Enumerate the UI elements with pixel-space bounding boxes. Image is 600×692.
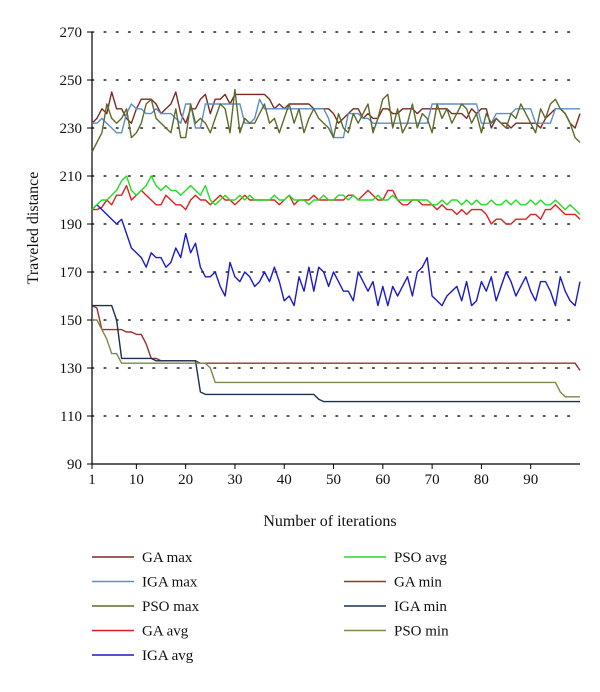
legend-item-iga-min: IGA min xyxy=(344,599,447,615)
legend-label: GA avg xyxy=(142,624,189,640)
series-line-pso-min xyxy=(92,319,580,398)
y-tick-label: 130 xyxy=(60,361,83,377)
legend-label: PSO min xyxy=(394,624,449,640)
legend: GA max IGA max PSO max GA avg IGA avg PSO avg… xyxy=(92,550,449,664)
series-line-ga-avg xyxy=(92,184,581,225)
x-tick-label: 90 xyxy=(523,472,538,488)
x-tick-label: 1 xyxy=(88,472,96,488)
legend-item-pso-min: PSO min xyxy=(344,624,449,640)
series-lines xyxy=(91,88,581,403)
y-tick-label: 230 xyxy=(60,121,83,137)
legend-item-pso-max: PSO max xyxy=(92,599,200,615)
legend-label: PSO avg xyxy=(394,550,447,566)
series-line-iga-avg xyxy=(91,204,581,307)
x-tick-label: 10 xyxy=(129,472,144,488)
x-tick-label: 80 xyxy=(474,472,489,488)
legend-item-iga-max: IGA max xyxy=(92,575,198,591)
legend-item-ga-avg: GA avg xyxy=(92,624,189,640)
series-line-pso-max xyxy=(91,88,581,153)
y-tick-label: 110 xyxy=(60,409,82,425)
legend-item-ga-max: GA max xyxy=(92,550,193,566)
series-line-pso-avg xyxy=(91,175,581,215)
y-tick-label: 210 xyxy=(60,169,83,185)
legend-label: PSO max xyxy=(142,599,200,615)
legend-item-iga-avg: IGA avg xyxy=(92,648,194,664)
x-tick-label: 60 xyxy=(375,472,390,488)
y-tick-label: 90 xyxy=(67,457,82,473)
series-line-iga-min xyxy=(92,304,580,403)
legend-label: GA max xyxy=(142,550,193,566)
x-tick-label: 40 xyxy=(277,472,292,488)
legend-item-pso-avg: PSO avg xyxy=(344,550,447,566)
y-tick-label: 250 xyxy=(60,73,83,89)
legend-item-ga-min: GA min xyxy=(344,575,442,591)
legend-label: IGA avg xyxy=(142,648,194,664)
y-tick-label: 170 xyxy=(60,265,83,281)
y-axis-label: Traveled distance xyxy=(25,172,42,285)
y-tick-label: 150 xyxy=(60,313,83,329)
legend-label: IGA min xyxy=(394,599,447,615)
y-tick-label: 190 xyxy=(60,217,83,233)
x-tick-label: 70 xyxy=(425,472,440,488)
y-tick-label: 270 xyxy=(60,25,83,41)
x-axis-label: Number of iterations xyxy=(263,513,396,530)
x-tick-label: 50 xyxy=(326,472,341,488)
x-tick-label: 20 xyxy=(178,472,193,488)
legend-label: IGA max xyxy=(142,575,198,591)
series-line-iga-max xyxy=(92,98,580,139)
legend-label: GA min xyxy=(394,575,442,591)
x-tick-label: 30 xyxy=(227,472,242,488)
